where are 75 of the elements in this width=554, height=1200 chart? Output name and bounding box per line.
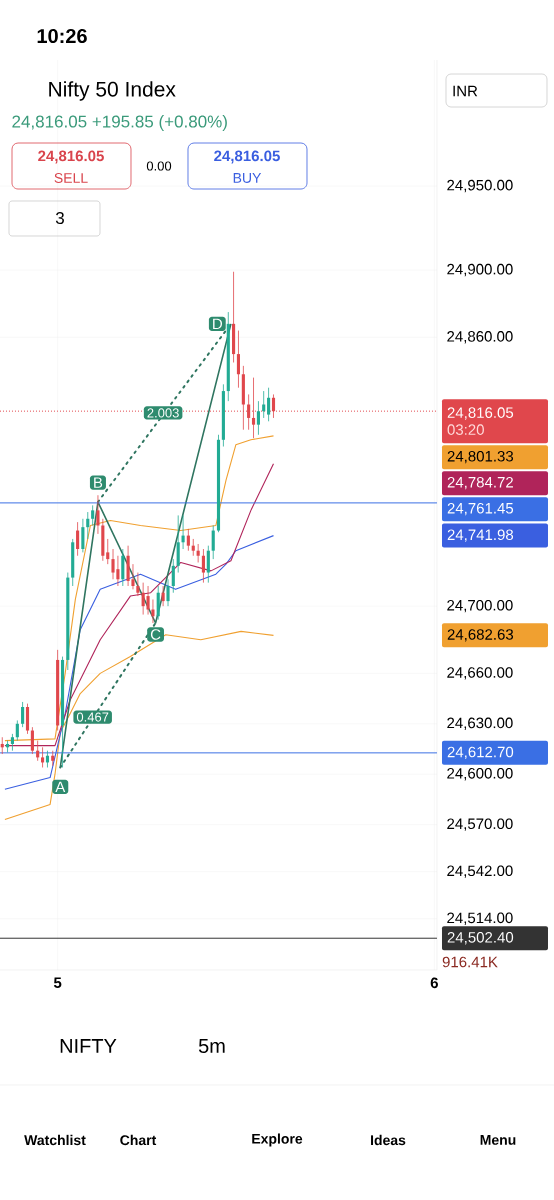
y-tick-label: 24,900.00	[447, 263, 513, 277]
candlestick	[191, 538, 195, 557]
candlestick	[30, 726, 34, 755]
candlestick	[15, 720, 19, 741]
text: INR	[453, 85, 478, 97]
candlestick	[267, 387, 271, 422]
x-tick-label: 6	[430, 977, 438, 989]
annotation: 24,816.05	[214, 150, 280, 164]
candlestick	[41, 746, 45, 768]
candlestick	[211, 525, 215, 560]
text: 03:20	[447, 424, 484, 435]
text: Chart	[120, 1134, 157, 1146]
annotation: C	[150, 629, 161, 640]
text: Menu	[480, 1135, 516, 1145]
candlestick	[111, 548, 115, 580]
candlestick	[25, 703, 30, 735]
y-tick-label: 24,514.00	[447, 912, 513, 925]
ref-line-label: 24,502.40	[447, 932, 514, 945]
candlestick	[166, 578, 170, 607]
y-tick-label: 24,660.00	[447, 667, 513, 680]
ref-line-label: 24,612.70	[447, 746, 514, 760]
candlestick	[81, 518, 85, 553]
candlestick	[206, 545, 210, 584]
candlestick	[106, 538, 110, 565]
annotation: 3	[55, 211, 64, 225]
y-tick-label: 24,700.00	[447, 599, 513, 613]
annotation: 2.003	[147, 408, 179, 418]
candlestick	[186, 528, 190, 552]
annotation: SELL	[54, 173, 88, 183]
annotation: B	[94, 477, 103, 488]
text: Nifty 50 Index	[49, 81, 176, 101]
y-tick-label: 24,950.00	[447, 179, 513, 193]
candlestick	[151, 599, 155, 624]
candlestick	[76, 521, 80, 557]
text: 24,801.33	[447, 450, 514, 464]
candlestick	[176, 515, 180, 573]
text: 24,816.05 +195.85 (+0.80%)	[12, 115, 227, 131]
candlestick	[196, 543, 200, 563]
candlestick	[256, 400, 260, 436]
text: 916.41K	[442, 956, 498, 968]
text: 24,682.63	[447, 629, 514, 642]
x-tick-label: 5	[53, 977, 62, 988]
annotation: 0.00	[146, 161, 172, 171]
candlestick	[171, 558, 175, 594]
y-tick-label: 24,570.00	[447, 818, 513, 831]
candlestick	[201, 548, 205, 584]
candlestick	[146, 585, 150, 615]
text: 5m	[198, 1039, 225, 1053]
candlestick	[236, 330, 241, 389]
candlestick	[91, 504, 95, 526]
text: Explore	[252, 1133, 303, 1147]
text: 10:26	[37, 28, 87, 44]
y-tick-label: 24,542.00	[447, 865, 513, 878]
annotation: 24,816.05	[38, 150, 104, 164]
candlestick	[21, 701, 25, 728]
text: Ideas	[371, 1134, 406, 1146]
text: 24,741.98	[447, 529, 514, 542]
annotation: D	[213, 318, 223, 329]
y-tick-label: 24,860.00	[447, 331, 513, 344]
candlestick	[121, 548, 125, 587]
ref-line-label: 24,816.05	[447, 407, 514, 420]
y-tick-label: 24,600.00	[447, 768, 513, 781]
y-tick-label: 24,630.00	[447, 717, 513, 730]
annotation: A	[55, 781, 66, 793]
annotation: 0.467	[76, 712, 109, 722]
text: NIFTY	[60, 1039, 117, 1053]
candlestick	[96, 494, 100, 535]
text: Watchlist	[24, 1134, 86, 1146]
candlestick	[161, 585, 165, 607]
candlestick	[86, 511, 90, 540]
text: 24,784.72	[447, 476, 513, 490]
annotation: BUY	[233, 173, 262, 183]
candlestick	[156, 585, 160, 621]
candlestick	[136, 572, 140, 597]
ref-line-label: 24,761.45	[447, 502, 514, 516]
